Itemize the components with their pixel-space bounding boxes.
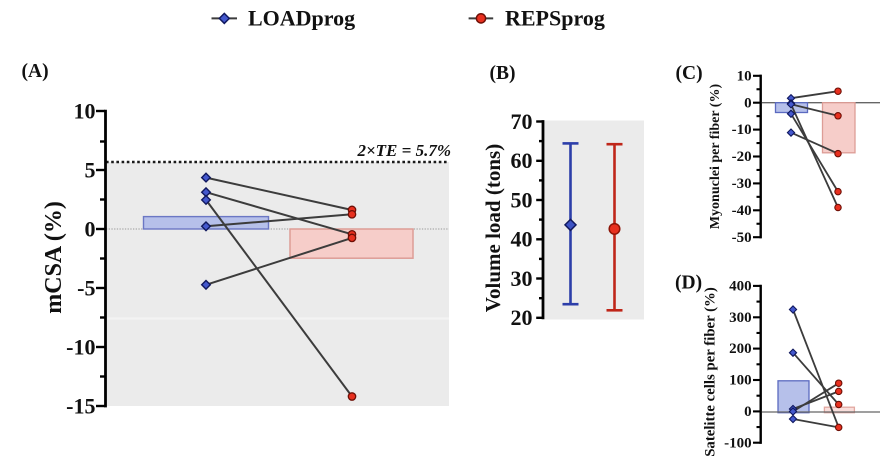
- svg-text:-100: -100: [724, 435, 752, 451]
- svg-text:-10: -10: [732, 122, 752, 138]
- svg-text:Satelitte cells per fiber (%): Satelitte cells per fiber (%): [703, 287, 719, 457]
- svg-text:0: 0: [744, 404, 752, 420]
- svg-text:mCSA (%): mCSA (%): [41, 201, 67, 314]
- svg-text:200: 200: [729, 341, 752, 357]
- svg-text:-15: -15: [66, 393, 95, 418]
- svg-text:-10: -10: [66, 334, 95, 359]
- svg-text:-40: -40: [732, 203, 752, 219]
- svg-text:-5: -5: [77, 275, 95, 300]
- svg-text:70: 70: [511, 109, 533, 134]
- svg-text:-50: -50: [732, 230, 752, 246]
- svg-text:100: 100: [729, 373, 752, 389]
- svg-text:10: 10: [737, 68, 752, 84]
- svg-text:300: 300: [729, 310, 752, 326]
- svg-text:(B): (B): [490, 63, 516, 84]
- svg-text:0: 0: [85, 216, 96, 241]
- svg-text:(A): (A): [22, 61, 49, 82]
- svg-text:60: 60: [511, 148, 533, 173]
- svg-text:-20: -20: [732, 149, 752, 165]
- svg-text:-30: -30: [732, 176, 752, 192]
- svg-text:LOADprog: LOADprog: [248, 5, 355, 30]
- svg-text:10: 10: [74, 98, 96, 123]
- svg-text:5: 5: [85, 157, 96, 182]
- svg-text:(C): (C): [676, 63, 703, 84]
- svg-text:400: 400: [729, 279, 752, 295]
- svg-text:Myonuclei per fiber (%): Myonuclei per fiber (%): [708, 84, 723, 230]
- svg-text:40: 40: [511, 227, 533, 252]
- svg-text:(D): (D): [675, 273, 702, 294]
- svg-text:50: 50: [511, 187, 533, 212]
- svg-text:2×TE = 5.7%: 2×TE = 5.7%: [356, 141, 451, 160]
- svg-text:REPSprog: REPSprog: [505, 5, 605, 30]
- svg-text:20: 20: [511, 305, 533, 330]
- svg-text:Volume load (tons): Volume load (tons): [481, 144, 505, 312]
- svg-text:30: 30: [511, 266, 533, 291]
- svg-text:0: 0: [744, 95, 752, 111]
